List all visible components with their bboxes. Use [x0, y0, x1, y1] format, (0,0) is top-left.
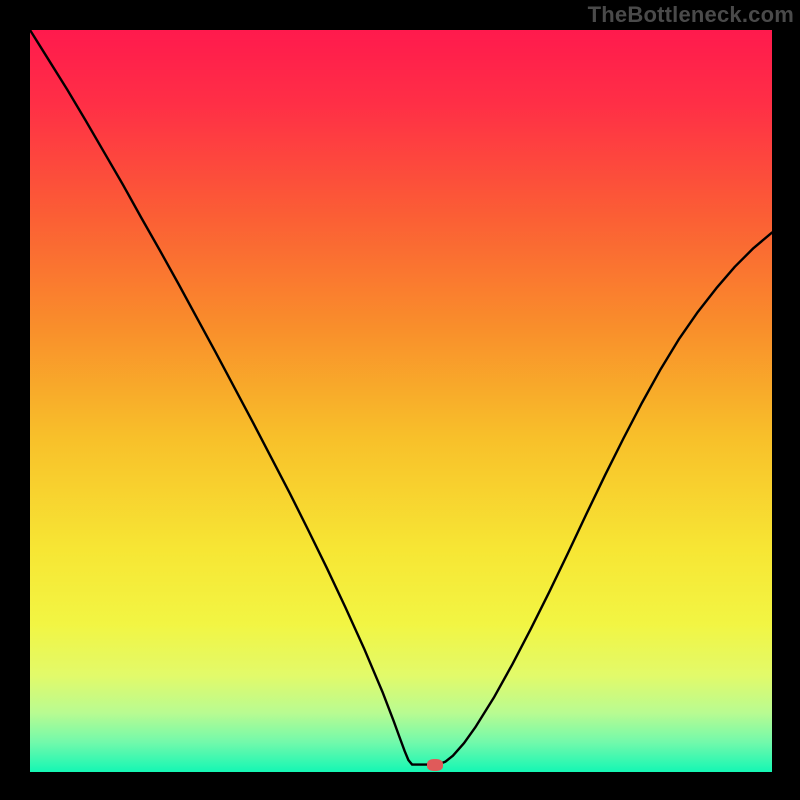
watermark-text: TheBottleneck.com — [588, 2, 794, 28]
plot-area — [30, 30, 772, 772]
chart-background-gradient — [30, 30, 772, 772]
selected-point-marker — [427, 759, 443, 771]
